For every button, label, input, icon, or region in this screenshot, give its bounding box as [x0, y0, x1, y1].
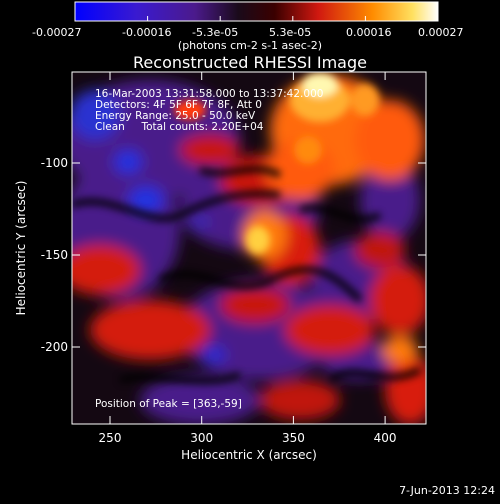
- colorbar-tick-label: -0.00016: [122, 26, 171, 39]
- colorbar-tick-label: 0.00016: [346, 26, 392, 39]
- y-tick-label: -150: [41, 248, 68, 262]
- heatmap-image: [72, 72, 426, 424]
- y-tick-label: -200: [41, 340, 68, 354]
- observation-time-annotation: 16-Mar-2003 13:31:58.000 to 13:37:42.000: [95, 88, 323, 100]
- x-tick-label: 300: [190, 431, 213, 445]
- y-axis-ticks: [72, 162, 426, 348]
- chart-title: Reconstructed RHESSI Image: [133, 53, 367, 72]
- detectors-annotation: Detectors: 4F 5F 6F 7F 8F, Att 0: [95, 99, 262, 111]
- x-axis-label: Heliocentric X (arcsec): [181, 448, 317, 462]
- footer-date: 7-Jun-2013 12:24: [399, 484, 495, 497]
- energy-range-annotation: Energy Range: 25.0 - 50.0 keV: [95, 110, 256, 122]
- colorbar-tick-label: -5.3e-05: [192, 26, 238, 39]
- peak-position-annotation: Position of Peak = [363,-59]: [95, 398, 242, 410]
- colorbar-gradient: [74, 1, 439, 22]
- x-tick-label: 250: [99, 431, 122, 445]
- plot-frame: [71, 71, 427, 425]
- colorbar-unit-label: (photons cm-2 s-1 asec-2): [178, 39, 322, 52]
- colorbar-ticks: [74, 16, 439, 21]
- y-axis-label: Heliocentric Y (arcsec): [14, 181, 28, 316]
- x-tick-label: 400: [374, 431, 397, 445]
- colorbar-tick-label: 0.00027: [418, 26, 464, 39]
- y-tick-label: -100: [41, 156, 68, 170]
- x-tick-label: 350: [282, 431, 305, 445]
- clean-counts-annotation: Clean Total counts: 2.20E+04: [95, 121, 264, 133]
- colorbar-tick-label: -0.00027: [32, 26, 81, 39]
- colorbar-tick-label: 5.3e-05: [269, 26, 311, 39]
- colorbar: -0.00027 -0.00016 -5.3e-05 5.3e-05 0.000…: [32, 1, 464, 52]
- x-axis-ticks: [109, 72, 386, 424]
